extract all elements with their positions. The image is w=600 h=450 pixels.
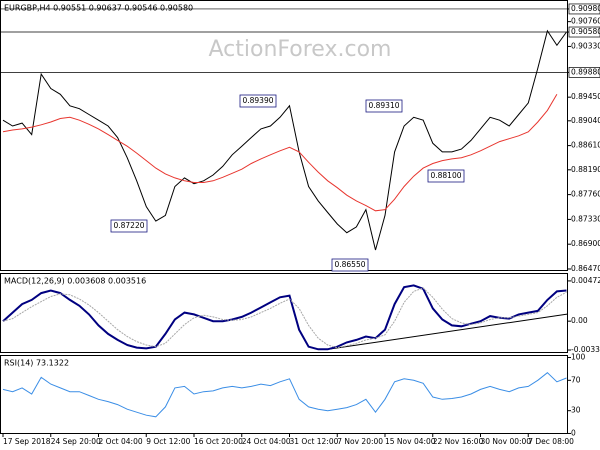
annotation: 0.89310 <box>368 101 399 110</box>
y-tick-label: 0.90330 <box>571 41 600 50</box>
annotation: 0.87220 <box>113 221 144 230</box>
annotation: 0.86550 <box>334 260 365 269</box>
y-tick-label: 0.87760 <box>571 190 600 199</box>
y-tick-label: 30 <box>571 406 581 415</box>
x-tick-label: 7 Nov 20:00 <box>337 437 383 446</box>
y-tick-label: 0.89880 <box>571 67 600 76</box>
y-tick-label: 0.90760 <box>571 17 600 26</box>
tick-box <box>568 67 600 78</box>
tick-box <box>568 26 600 38</box>
y-tick-label: 0.86470 <box>571 264 600 273</box>
y-tick-label: 0 <box>571 428 576 437</box>
watermark: ActionForex.com <box>209 37 392 62</box>
series-line <box>2 372 567 418</box>
macd-panel <box>0 273 568 353</box>
panel-title: EURGBP,H4 0.90551 0.90637 0.90546 0.9058… <box>4 4 193 13</box>
annotation-box <box>427 169 465 183</box>
y-tick-label: 0.90580 <box>571 27 600 36</box>
x-tick-label: 17 Sep 2018 <box>3 437 51 446</box>
panel-title: MACD(12,26,9) 0.003608 0.003516 <box>4 277 146 286</box>
y-tick-label: 100 <box>571 353 586 362</box>
x-tick-label: 24 Sep 20:00 <box>51 437 101 446</box>
series-line <box>2 29 567 251</box>
y-tick-label: 0.00 <box>571 316 588 325</box>
annotation-box <box>331 258 369 272</box>
y-tick-label: 0.88610 <box>571 141 600 150</box>
x-tick-label: 30 Nov 00:00 <box>481 437 532 446</box>
y-tick-label: 0.86900 <box>571 239 600 248</box>
rsi-panel <box>0 355 568 434</box>
y-tick-label: 0.89040 <box>571 116 600 125</box>
y-tick-label: 0.004729 <box>571 276 600 285</box>
x-tick-label: 16 Oct 20:00 <box>194 437 243 446</box>
annotation-box <box>110 219 148 233</box>
x-tick-label: 22 Nov 16:00 <box>433 437 484 446</box>
x-tick-label: 15 Nov 04:00 <box>385 437 436 446</box>
x-tick-label: 2 Oct 04:00 <box>99 437 143 446</box>
series-line <box>2 284 567 351</box>
y-tick-label: 70 <box>571 375 581 384</box>
series-line <box>2 287 567 349</box>
annotation-box <box>365 99 403 113</box>
y-tick-label: 0.90980 <box>571 4 600 13</box>
panel-title: RSI(14) 73.1322 <box>4 359 69 368</box>
y-tick-label: 0.88190 <box>571 165 600 174</box>
x-tick-label: 24 Oct 04:00 <box>242 437 291 446</box>
price-panel <box>0 0 568 271</box>
series-line <box>2 94 558 212</box>
y-tick-label: 0.87330 <box>571 214 600 223</box>
y-tick-label: -0.003391 <box>571 345 600 354</box>
annotation: 0.88100 <box>430 171 461 180</box>
x-tick-label: 7 Dec 08:00 <box>528 437 574 446</box>
annotation: 0.89390 <box>242 96 273 105</box>
tick-box <box>568 3 600 15</box>
trend-line <box>329 313 569 350</box>
annotation-box <box>239 94 277 108</box>
y-tick-label: 0.89450 <box>571 92 600 101</box>
x-tick-label: 31 Oct 12:00 <box>290 437 339 446</box>
x-tick-label: 9 Oct 12:00 <box>146 437 190 446</box>
